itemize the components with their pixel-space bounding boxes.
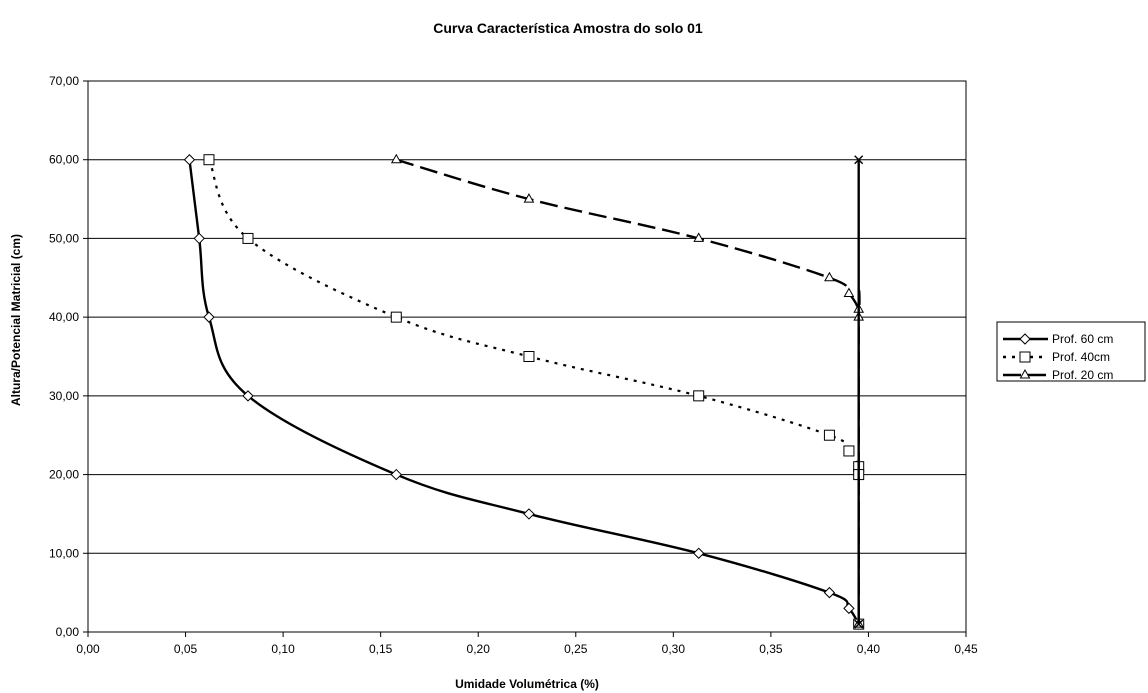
x-tick-label: 0,05: [174, 642, 198, 656]
data-point: [390, 468, 402, 481]
legend-marker-2: [1019, 368, 1031, 379]
data-point: [183, 154, 196, 166]
data-point: [854, 619, 864, 629]
y-tick-label: 30,00: [49, 389, 79, 403]
legend-label-0: Prof. 60 cm: [1052, 332, 1113, 346]
legend-marker-1: [1019, 351, 1031, 363]
data-point: [523, 508, 535, 520]
x-tick-label: 0,45: [954, 642, 978, 656]
data-point: [843, 445, 855, 457]
data-point: [823, 586, 836, 599]
data-point: [390, 153, 402, 164]
legend: Prof. 60 cm Prof. 40cm Prof. 20 cm: [996, 321, 1146, 382]
y-tick-label: 0,00: [56, 625, 80, 639]
data-point: [824, 271, 835, 282]
data-point: [390, 311, 402, 323]
series-group: [183, 153, 865, 630]
data-point: [693, 390, 705, 402]
legend-label-2: Prof. 20 cm: [1052, 368, 1113, 382]
data-point: [692, 547, 705, 559]
x-tick-label: 0,40: [857, 642, 881, 656]
x-tick-label: 0,10: [271, 642, 295, 656]
data-point: [523, 193, 535, 203]
series-line-1: [207, 159, 861, 625]
x-axis-label: Umidade Volumétrica (%): [455, 677, 599, 691]
data-point: [823, 429, 835, 441]
x-tick-label: 0,35: [759, 642, 783, 656]
y-tick-label: 20,00: [49, 468, 79, 482]
series-1: [203, 154, 865, 630]
series-2: [390, 153, 865, 628]
data-point: [193, 232, 205, 245]
series-0: [183, 154, 865, 630]
y-tick-label: 70,00: [49, 74, 79, 88]
chart-title: Curva Característica Amostra do solo 01: [433, 20, 703, 36]
y-tick-label: 40,00: [49, 310, 79, 324]
data-point: [203, 154, 215, 166]
y-axis-label: Altura/Potencial Matricial (cm): [9, 234, 23, 406]
x-tick-label: 0,15: [369, 642, 393, 656]
data-point: [843, 602, 855, 615]
data-point: [693, 232, 705, 242]
series-line-0: [188, 159, 860, 625]
axis-ticks: 0,00 10,00 20,00 30,00 40,00 50,00 60,00 70,00 0…: [49, 74, 978, 656]
plot-area: [87, 80, 967, 633]
gridlines: [88, 159, 966, 554]
data-point: [523, 351, 535, 362]
data-point: [242, 232, 254, 244]
x-tick-label: 0,20: [467, 642, 491, 656]
x-tick-label: 0,30: [662, 642, 686, 656]
x-tick-label: 0,25: [564, 642, 588, 656]
x-tick-label: 0,00: [76, 642, 100, 656]
series-line-2: [395, 158, 861, 625]
data-point: [854, 155, 864, 165]
legend-label-1: Prof. 40cm: [1052, 350, 1110, 364]
data-point: [203, 311, 215, 323]
data-point: [843, 287, 855, 298]
data-point: [242, 390, 254, 402]
y-tick-label: 50,00: [49, 231, 79, 245]
series-3: [854, 155, 864, 629]
legend-marker-0: [1019, 333, 1031, 345]
y-tick-label: 60,00: [49, 153, 79, 167]
y-tick-label: 10,00: [49, 546, 79, 560]
